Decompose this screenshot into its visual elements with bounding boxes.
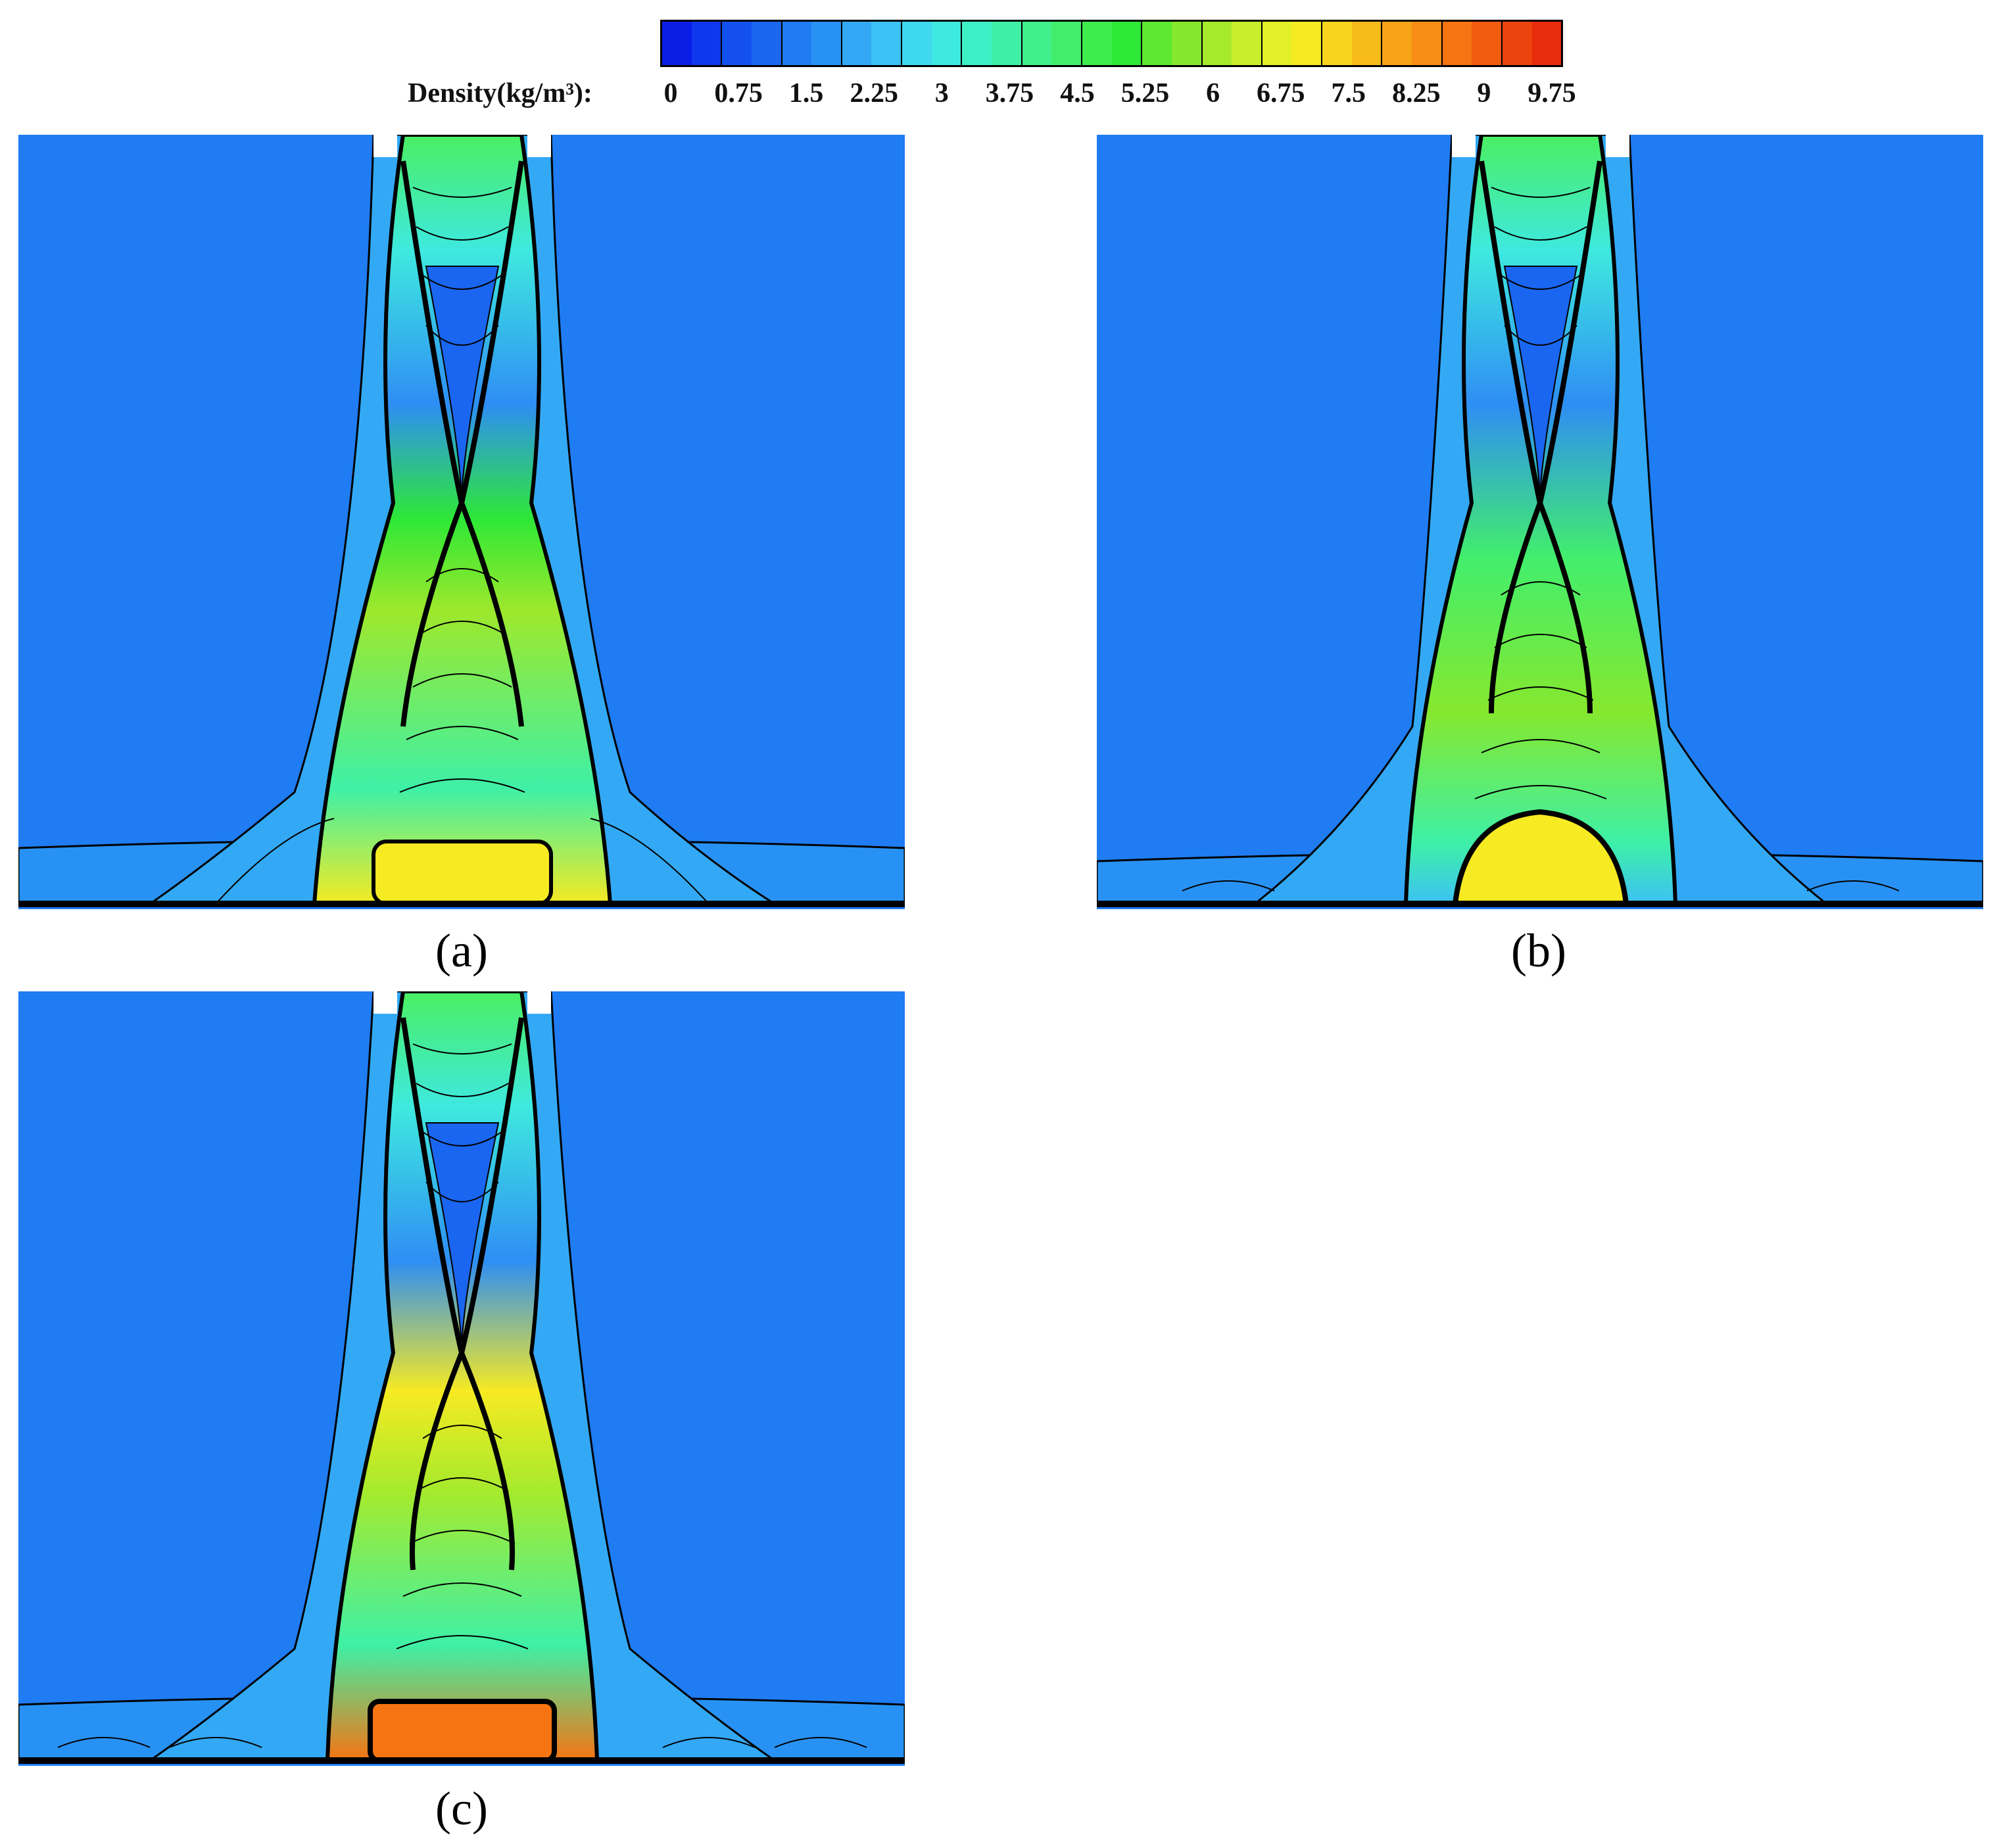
density-contour-plot-b xyxy=(1097,135,1983,909)
contour-lines xyxy=(57,1043,867,1748)
panel-label-a: (a) xyxy=(435,924,488,977)
colorbar-tick-label: 7.5 xyxy=(1331,78,1366,108)
density-contour-plot-a xyxy=(18,135,905,909)
nozzle-lip-left xyxy=(373,135,397,157)
colorbar-segment xyxy=(1531,22,1562,65)
colorbar-tick-label: 6.75 xyxy=(1256,78,1305,108)
colorbar-tick-label: 0.75 xyxy=(714,78,763,108)
colorbar-segment xyxy=(1082,22,1112,65)
colorbar-segment xyxy=(1502,22,1532,65)
panel-label-c: (c) xyxy=(435,1782,488,1835)
impingement-zone xyxy=(372,840,553,906)
colorbar-segment xyxy=(722,22,752,65)
contour-lines xyxy=(215,187,710,905)
colorbar-segment xyxy=(842,22,872,65)
colorbar-tick-label: 6 xyxy=(1206,78,1220,108)
colorbar-segment xyxy=(1322,22,1352,65)
density-colorbar: Density(kg/m³): 0 0.75 1.5 2.25 3 3.75 4.5 5.25… xyxy=(0,0,1997,131)
colorbar-segment xyxy=(1291,22,1323,65)
colorbar-segment xyxy=(1412,22,1443,65)
colorbar-tick-label: 2.25 xyxy=(850,78,898,108)
nozzle-lip-left xyxy=(1452,135,1476,157)
colorbar-tick-label: 9 xyxy=(1477,78,1491,108)
shock-line xyxy=(409,1352,516,1571)
shock-line xyxy=(1489,502,1593,714)
expansion-region xyxy=(1503,266,1578,504)
colorbar-label: Density(kg/m³): xyxy=(408,78,592,108)
colorbar-segment xyxy=(782,22,812,65)
colorbar-segment xyxy=(992,22,1023,65)
colorbar-tick-label: 5.25 xyxy=(1120,78,1170,108)
colorbar-segment xyxy=(1472,22,1503,65)
colorbar-segment xyxy=(902,22,932,65)
colorbar-gradient xyxy=(660,20,1563,67)
nozzle-lip-right xyxy=(1606,135,1629,157)
colorbar-segment xyxy=(1442,22,1472,65)
colorbar-tick-label: 0 xyxy=(663,78,678,108)
colorbar-segment xyxy=(1171,22,1203,65)
colorbar-segment xyxy=(1382,22,1412,65)
impingement-zone xyxy=(1452,809,1629,907)
colorbar-segment xyxy=(751,22,782,65)
colorbar-segment xyxy=(1142,22,1172,65)
nozzle-lip-right xyxy=(527,135,551,157)
colorbar-segment xyxy=(871,22,903,65)
shock-line xyxy=(400,502,524,727)
panel-a xyxy=(18,135,905,909)
contour-lines xyxy=(1182,187,1900,891)
colorbar-tick-label: 1.5 xyxy=(788,78,824,108)
colorbar-segment xyxy=(1051,22,1082,65)
colorbar-segment xyxy=(811,22,842,65)
colorbar-segment xyxy=(1232,22,1263,65)
colorbar-segment xyxy=(1022,22,1052,65)
expansion-region xyxy=(425,266,500,504)
colorbar-tick-label: 9.75 xyxy=(1528,78,1576,108)
colorbar-segment xyxy=(662,22,692,65)
density-contour-plot-c xyxy=(18,991,905,1766)
colorbar-segment xyxy=(691,22,723,65)
colorbar-tick-label: 8.25 xyxy=(1392,78,1441,108)
colorbar-segment xyxy=(962,22,992,65)
panel-label-b: (b) xyxy=(1511,924,1566,977)
panel-c xyxy=(18,991,905,1766)
colorbar-segment xyxy=(1202,22,1232,65)
nozzle-lip-left xyxy=(373,991,397,1014)
colorbar-tick-label: 3 xyxy=(934,78,949,108)
colorbar-segment xyxy=(1351,22,1383,65)
colorbar-tick-label: 3.75 xyxy=(985,78,1034,108)
nozzle-lip-right xyxy=(527,991,551,1014)
impingement-zone xyxy=(368,1699,557,1763)
colorbar-tick-label: 4.5 xyxy=(1060,78,1095,108)
colorbar-segment xyxy=(931,22,963,65)
panel-b xyxy=(1097,135,1983,909)
expansion-region xyxy=(425,1122,500,1354)
colorbar-segment xyxy=(1262,22,1292,65)
colorbar-segment xyxy=(1111,22,1143,65)
